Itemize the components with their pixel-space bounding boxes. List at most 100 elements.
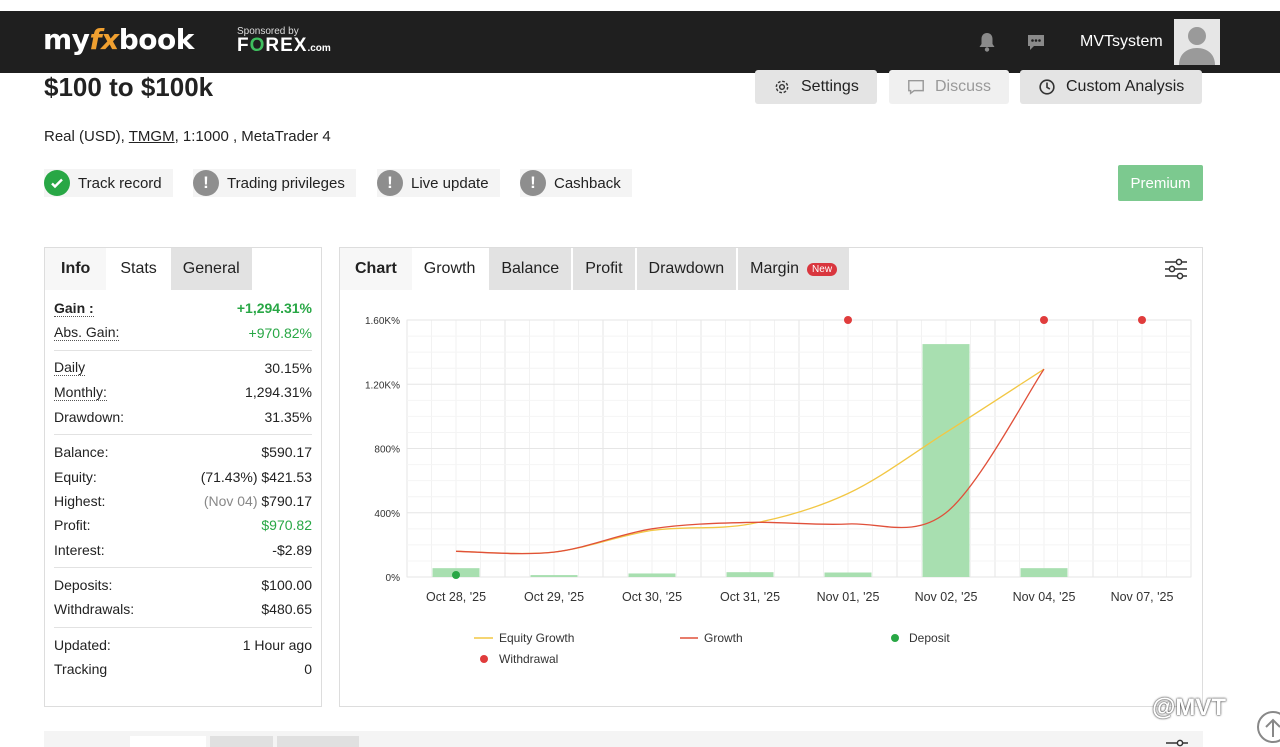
badge-live-update[interactable]: ! Live update [377,169,500,197]
stat-label[interactable]: Gain : [54,299,94,317]
custom-analysis-button[interactable]: Custom Analysis [1020,70,1203,104]
y-tick-label: 1.20K% [365,380,400,391]
avatar[interactable] [1174,19,1220,65]
account-type: Real (USD), [44,128,129,145]
stat-row-updated: Updated: 1 Hour ago [54,633,312,657]
x-tick-label: Oct 31, '25 [720,590,780,604]
bar [530,575,578,577]
highest-amount: $790.17 [261,492,312,509]
premium-button[interactable]: Premium [1118,165,1203,201]
chart-panel: 0% 400% 800% 1.20K% 1.60K% Oct 28, '25 Oct 29,… [339,247,1203,707]
bell-icon[interactable] [976,31,998,53]
arrow-up-icon [1265,718,1280,737]
y-tick-label: 0% [386,573,401,584]
stat-label: Highest: [54,492,106,509]
stat-label[interactable]: Monthly: [54,383,107,401]
tab-info[interactable]: Info [45,248,107,290]
chat-icon[interactable] [1025,31,1047,53]
account-info: Real (USD), TMGM, 1:1000 , MetaTrader 4 [44,128,331,145]
exclamation-icon: ! [520,170,546,196]
filter-settings-icon[interactable] [1165,739,1189,747]
stats-panel: Info Stats General Gain : +1,294.31% Abs… [44,247,322,707]
bar [824,572,872,577]
badge-track-record[interactable]: Track record [44,169,173,197]
withdrawal-marker [1040,316,1048,324]
withdrawal-marker [1138,316,1146,324]
watermark: @MVT [1152,694,1227,721]
stat-label[interactable]: Daily [54,359,86,377]
stat-label: Tracking [54,661,108,678]
y-tick-label: 1.60K% [365,316,400,327]
x-tick-label: Oct 29, '25 [524,590,584,604]
tab-general[interactable]: General [170,248,252,290]
settings-label: Settings [801,78,859,95]
scroll-to-top-button[interactable] [1257,711,1280,743]
next-tab[interactable] [210,736,273,747]
sponsor-logo[interactable]: Sponsored by FOREX.com [237,26,331,58]
forex-brand: FOREX.com [237,35,331,56]
badge-trading-privileges[interactable]: ! Trading privileges [193,169,356,197]
x-tick-label: Oct 30, '25 [622,590,682,604]
stat-row-withdrawals: Withdrawals: $480.65 [54,597,312,621]
stat-row-profit: Profit: $970.82 [54,513,312,537]
stat-value: -$2.89 [272,541,312,558]
stat-value: (71.43%) $421.53 [201,469,312,485]
settings-button[interactable]: Settings [755,70,877,104]
stat-label: Deposits: [54,577,113,594]
username[interactable]: MVTsystem [1080,33,1163,50]
filter-settings-icon[interactable] [1164,258,1188,280]
stat-value: $590.17 [261,444,312,461]
tab-chart[interactable]: Chart [340,248,412,290]
tab-balance[interactable]: Balance [489,248,572,290]
stat-value: 1,294.31% [245,384,312,401]
chart-tabs: Chart Growth Balance Profit Drawdown Mar… [340,248,850,290]
y-tick-label: 400% [374,509,400,520]
stat-row-highest: Highest: (Nov 04) $790.17 [54,489,312,513]
stat-row-balance: Balance: $590.17 [54,440,312,464]
check-icon [44,170,70,196]
comment-icon [908,79,924,95]
badge-label: Live update [411,174,489,192]
stat-label: Drawdown: [54,408,125,425]
growth-chart[interactable]: 0% 400% 800% 1.20K% 1.60K% Oct 28, '25 Oct 29,… [340,248,1202,706]
badge-label: Cashback [554,174,621,192]
stat-label: Profit: [54,517,91,534]
myfxbook-logo[interactable]: myfxbook [43,23,194,56]
page-title: $100 to $100k [44,72,214,102]
stat-row-drawdown: Drawdown: 31.35% [54,405,312,429]
next-tab[interactable] [130,736,206,747]
stats-tabs: Info Stats General [45,248,252,290]
legend-label: Deposit [909,631,950,645]
stat-label[interactable]: Abs. Gain: [54,324,120,342]
stat-label: Balance: [54,444,109,461]
stat-value: $970.82 [261,517,312,534]
bar [922,344,970,577]
stat-row-tracking: Tracking 0 [54,657,312,681]
legend-label: Equity Growth [499,631,574,645]
stat-value: 31.35% [264,408,312,425]
stat-row-abs-gain: Abs. Gain: +970.82% [54,320,312,344]
stat-label: Interest: [54,541,105,558]
x-tick-label: Nov 02, '25 [915,590,978,604]
legend-withdrawal-swatch [480,655,488,663]
tab-margin[interactable]: Margin New [738,248,850,290]
broker-link[interactable]: TMGM [128,128,175,145]
equity-percent: (71.43%) [200,468,258,485]
next-tab[interactable] [277,736,359,747]
discuss-label: Discuss [935,78,992,95]
discuss-button[interactable]: Discuss [889,70,1010,104]
divider [54,566,312,568]
tab-growth[interactable]: Growth [411,248,488,290]
tab-drawdown[interactable]: Drawdown [636,248,737,290]
tab-profit[interactable]: Profit [573,248,635,290]
divider [54,349,312,351]
stat-label: Withdrawals: [54,601,135,618]
account-details: , 1:1000 , MetaTrader 4 [174,128,331,145]
tab-stats[interactable]: Stats [106,248,171,290]
divider [54,626,312,628]
badge-label: Track record [78,174,162,192]
badge-cashback[interactable]: ! Cashback [520,169,632,197]
stat-row-daily: Daily 30.15% [54,356,312,380]
margin-label: Margin [750,260,800,277]
stat-value: 1 Hour ago [242,636,312,653]
